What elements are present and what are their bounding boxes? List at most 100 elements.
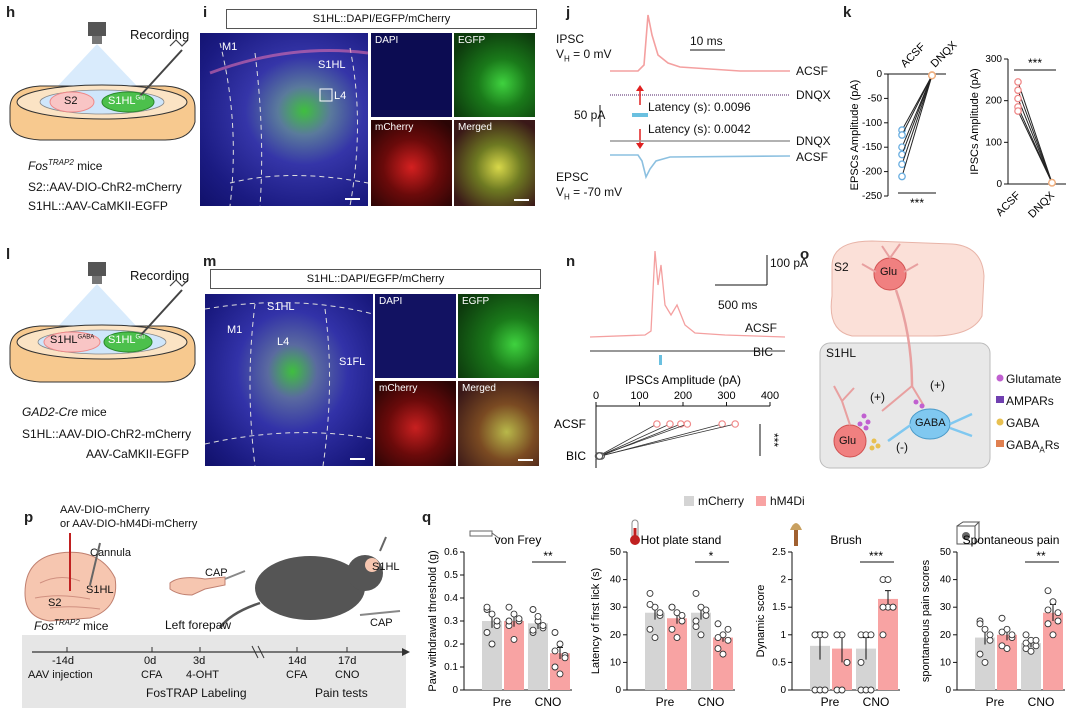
brain-slice-image-i: M1 S1HL L4 bbox=[200, 33, 368, 206]
bar bbox=[1021, 643, 1041, 690]
y-tick-label: 0.4 bbox=[444, 593, 458, 604]
virus-line2-h: S1HL::AAV-CaMKII-EGFP bbox=[28, 199, 168, 213]
chart-k-right: 0 100 200 300 IPSCs Amplitude (pA) ACSF DNQX **… bbox=[969, 54, 1066, 221]
data-point bbox=[1048, 178, 1056, 187]
experiment-illustration-p bbox=[24, 533, 401, 629]
egfp-label-m: EGFP bbox=[462, 296, 490, 307]
data-point bbox=[483, 603, 491, 611]
label-s1hl-m: S1HL bbox=[267, 301, 295, 313]
y-tick-label: 0.3 bbox=[444, 616, 458, 627]
y-tick-label: 0.5 bbox=[444, 570, 458, 581]
significance-label: ** bbox=[1036, 549, 1046, 563]
left-forepaw-p: Left forepaw bbox=[165, 618, 232, 632]
significance-label: *** bbox=[767, 433, 781, 447]
data-point bbox=[719, 650, 727, 658]
latency1-j: Latency (s): 0.0096 bbox=[648, 100, 751, 114]
pair-line bbox=[599, 423, 671, 457]
data-point bbox=[1014, 78, 1022, 86]
y-tick-label: 10 bbox=[940, 657, 952, 668]
timeline-day-2: 3d bbox=[193, 655, 206, 667]
dapi-image-i: DAPI bbox=[371, 33, 452, 117]
data-point bbox=[668, 603, 676, 611]
data-point bbox=[551, 629, 559, 636]
y-tick-label: 50 bbox=[940, 547, 952, 558]
vh-ipsc-j: VH = 0 mV bbox=[556, 47, 612, 64]
timeline-event-3: CFA bbox=[286, 669, 308, 681]
data-point bbox=[811, 631, 819, 639]
axis-title: IPSCs Amplitude (pA) bbox=[625, 373, 741, 387]
ephys-traces-n bbox=[589, 250, 786, 365]
data-point bbox=[1044, 587, 1052, 595]
x-tick-label: 0 bbox=[593, 390, 599, 402]
significance-label: ** bbox=[543, 549, 553, 563]
chart-q-brush: Brush 0 0.5 1 1.5 2 2.5 Dynamic score Pre CNO *** bbox=[755, 533, 900, 709]
merged-image-m: Merged bbox=[458, 381, 539, 466]
y-tick-label: 0.2 bbox=[444, 639, 458, 650]
y-tick-label: 0 bbox=[876, 69, 882, 80]
data-point bbox=[556, 640, 564, 648]
label-l4-i: L4 bbox=[334, 90, 347, 102]
data-point bbox=[1044, 606, 1052, 614]
mcherry-image-m: mCherry bbox=[375, 381, 456, 466]
von-frey-filament-icon bbox=[469, 530, 501, 540]
data-point bbox=[821, 631, 829, 639]
mcherry-image-i: mCherry bbox=[371, 120, 452, 206]
data-point bbox=[595, 452, 604, 460]
data-point bbox=[483, 629, 491, 636]
y-tick-label: 30 bbox=[610, 602, 622, 613]
recording-label-h: Recording bbox=[130, 27, 190, 42]
data-point bbox=[976, 620, 984, 628]
data-point bbox=[488, 640, 496, 648]
data-point bbox=[1022, 639, 1030, 647]
y-tick-label: 0.1 bbox=[444, 662, 458, 673]
epsc-label-j: EPSC bbox=[556, 170, 589, 184]
data-point bbox=[646, 589, 654, 597]
region-s1hl-o: S1HL bbox=[826, 346, 857, 360]
data-point bbox=[666, 420, 674, 428]
data-point bbox=[646, 600, 654, 608]
y-tick-label: 40 bbox=[610, 575, 622, 586]
mouse-cap-p: CAP bbox=[370, 617, 393, 629]
legend-hm4di: hM4Di bbox=[770, 494, 805, 508]
glu-top-o: Glu bbox=[880, 266, 898, 278]
data-point bbox=[668, 625, 676, 633]
y-tick-label: 0 bbox=[996, 179, 1002, 190]
y-axis-label: Paw withdrawal threshold (g) bbox=[427, 550, 439, 691]
scale-amp-n: 100 pA bbox=[770, 256, 809, 270]
y-tick-label: 0.5 bbox=[772, 657, 786, 668]
data-point bbox=[976, 650, 984, 658]
data-point bbox=[898, 160, 906, 169]
bar bbox=[528, 623, 548, 690]
pair-line bbox=[1017, 90, 1053, 183]
y-axis-label: EPSCs Amplitude (pA) bbox=[849, 80, 861, 191]
legend-gabaars-o: GABAARs bbox=[1006, 438, 1060, 455]
timeline-day-3: 14d bbox=[288, 655, 307, 667]
data-point bbox=[1044, 620, 1052, 628]
data-point bbox=[998, 614, 1006, 622]
pair-line bbox=[1017, 98, 1053, 183]
x-tick-label: 200 bbox=[674, 390, 692, 402]
pair-line bbox=[598, 423, 658, 457]
data-point bbox=[556, 670, 564, 678]
legend-swatch-hm4di bbox=[756, 496, 766, 506]
x-category-label: CNO bbox=[1028, 695, 1055, 709]
data-point bbox=[928, 71, 936, 80]
category-label: ACSF bbox=[994, 189, 1023, 218]
panel-label-m: m bbox=[203, 253, 217, 270]
slice-schematic-h bbox=[9, 22, 196, 141]
s2-p: S2 bbox=[48, 597, 62, 609]
data-point bbox=[998, 628, 1006, 636]
bar bbox=[832, 648, 852, 690]
label-l4-m: L4 bbox=[277, 336, 290, 348]
virus-line1-l: S1HL::AAV-DIO-ChR2-mCherry bbox=[22, 427, 192, 441]
gaba-cell-o: GABA bbox=[915, 417, 946, 429]
x-category-label: Pre bbox=[493, 695, 512, 709]
circuit-diagram-o bbox=[819, 240, 1004, 469]
timeline-event-1: CFA bbox=[141, 669, 163, 681]
trace-label-dnqx1-j: DNQX bbox=[796, 88, 831, 102]
significance-label: *** bbox=[910, 196, 924, 210]
data-point bbox=[678, 612, 686, 619]
data-point bbox=[1014, 94, 1022, 103]
category-label: ACSF bbox=[554, 417, 586, 431]
